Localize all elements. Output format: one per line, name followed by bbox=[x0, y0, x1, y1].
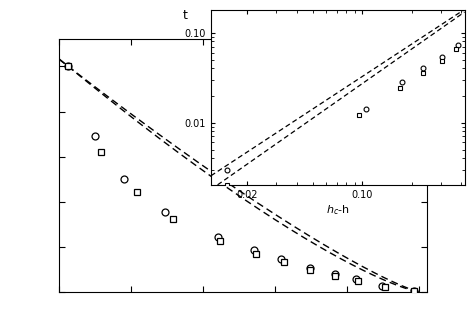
Y-axis label: t: t bbox=[183, 9, 188, 22]
X-axis label: $h_c$-h: $h_c$-h bbox=[326, 203, 350, 217]
